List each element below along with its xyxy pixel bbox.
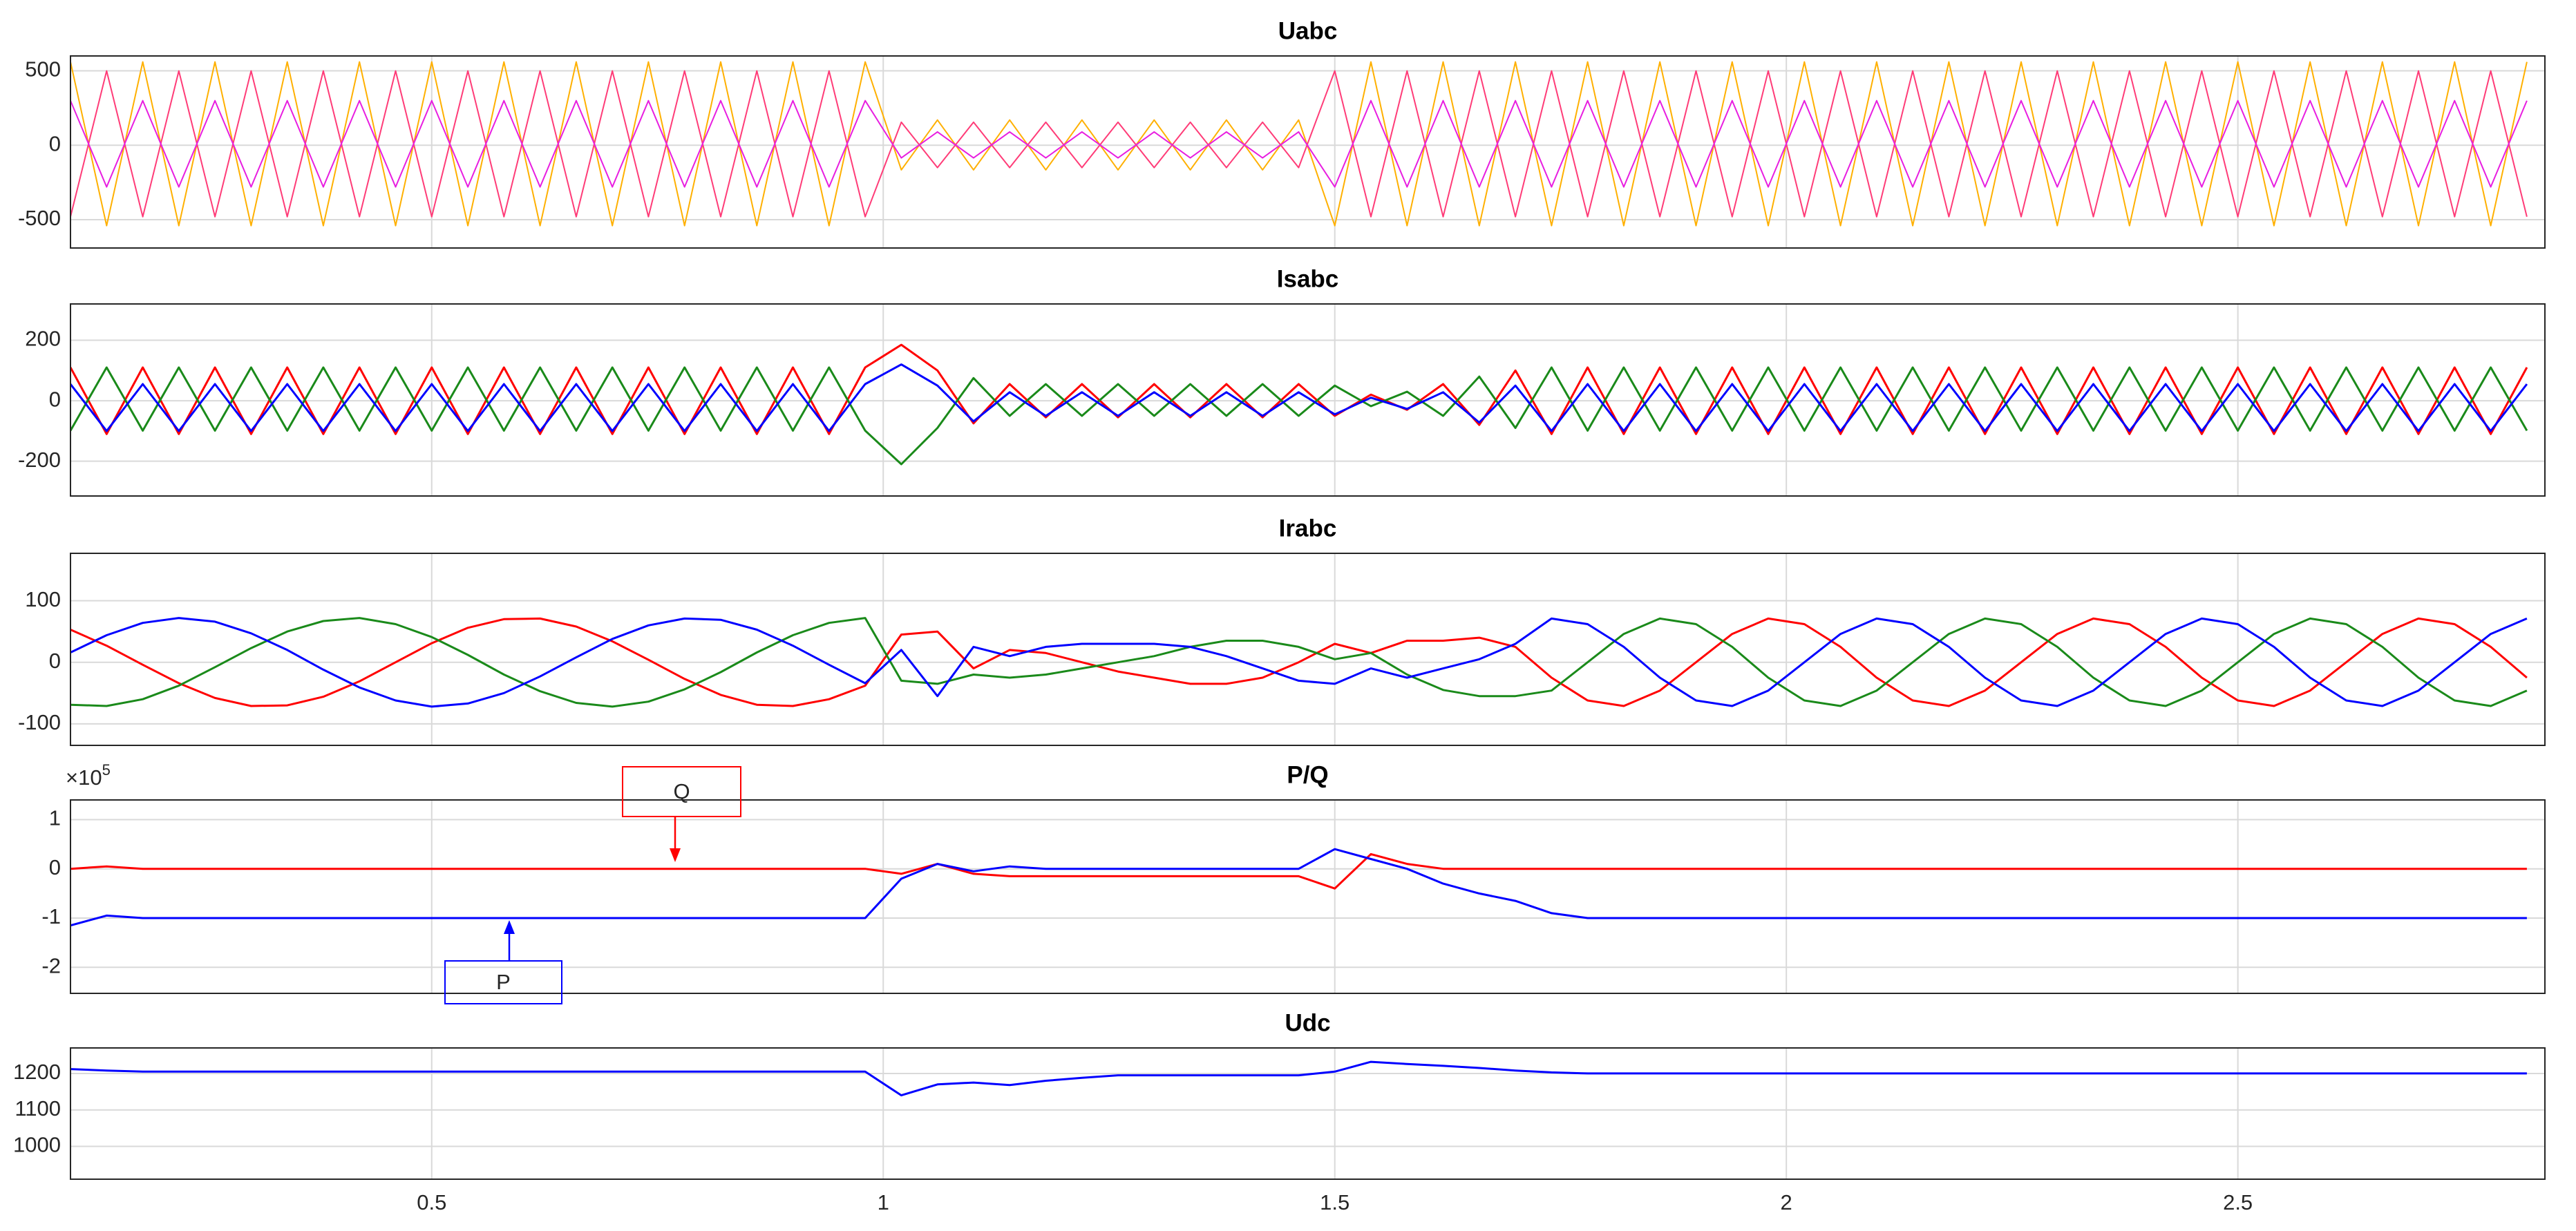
series-line — [70, 363, 2528, 432]
annotation-text: P — [496, 970, 511, 994]
y-tick-label: 1100 — [15, 1096, 61, 1120]
series-line — [70, 61, 2528, 227]
chart-title: Udc — [1285, 1009, 1330, 1036]
annotation-box — [622, 766, 741, 817]
y-tick-label: 100 — [25, 587, 61, 611]
annotation-arrowhead — [504, 920, 515, 934]
y-tick-label: -200 — [18, 448, 61, 472]
annotation-box — [444, 960, 562, 1004]
series-line — [70, 617, 2528, 708]
x-tick-label: 1 — [878, 1190, 889, 1214]
chart-title: Irabc — [1279, 515, 1337, 542]
plot-frame — [70, 55, 2546, 249]
series-line — [70, 1060, 2527, 1097]
plot-frame — [70, 1047, 2546, 1180]
y-tick-label: -100 — [18, 710, 61, 734]
y-tick-label: -2 — [41, 953, 61, 977]
series-line — [70, 617, 2528, 707]
y-tick-label: 200 — [25, 327, 61, 351]
y-tick-label: 500 — [25, 57, 61, 82]
annotation-arrowhead — [670, 848, 681, 862]
y-multiplier-base: ×10 — [66, 765, 102, 790]
y-tick-label: 1200 — [13, 1060, 61, 1084]
series-line — [70, 343, 2528, 435]
plot-frame — [70, 303, 2546, 497]
series-line — [70, 70, 2528, 218]
y-tick-label: 1 — [49, 806, 61, 830]
chart-title: P/Q — [1287, 761, 1328, 788]
y-tick-label: 1000 — [13, 1133, 61, 1157]
y-tick-label: -500 — [18, 206, 61, 230]
y-tick-label: -1 — [41, 904, 61, 928]
chart-title: Uabc — [1278, 17, 1338, 44]
y-multiplier: ×105 — [66, 761, 111, 790]
plot-frame — [70, 553, 2546, 746]
series-line — [70, 99, 2528, 188]
series-line — [70, 366, 2528, 466]
plot-frame — [70, 799, 2546, 994]
x-tick-label: 2 — [1781, 1190, 1792, 1214]
y-tick-label: 0 — [49, 649, 61, 673]
x-tick-label: 2.5 — [2223, 1190, 2253, 1214]
x-tick-label: 0.5 — [417, 1190, 446, 1214]
series-line — [70, 852, 2527, 890]
annotation-text: Q — [673, 779, 690, 803]
y-multiplier-exponent: 5 — [102, 761, 111, 779]
series-line — [70, 848, 2527, 927]
series-line — [70, 617, 2528, 708]
y-tick-label: 0 — [49, 131, 61, 155]
chart-title: Isabc — [1277, 265, 1339, 292]
x-tick-label: 1.5 — [1320, 1190, 1349, 1214]
y-tick-label: 0 — [49, 855, 61, 879]
y-tick-label: 0 — [49, 387, 61, 411]
